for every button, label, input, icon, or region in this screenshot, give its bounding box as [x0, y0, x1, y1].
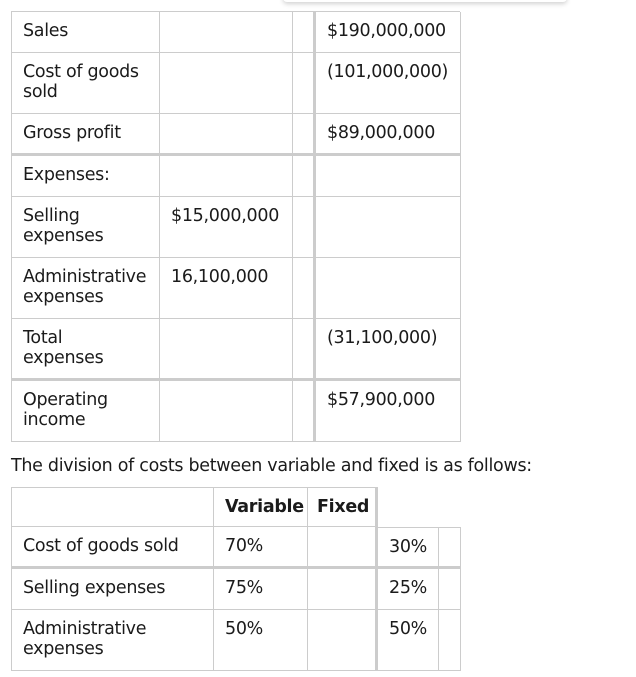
table-row-sales-label: Sales [12, 12, 160, 53]
operating-income-value: $57,900,000 [316, 381, 461, 442]
table-row-admin-label: Administrative expenses [12, 258, 160, 319]
table-row-cogs-label: Cost of goods sold [11, 527, 214, 569]
table-cell [316, 156, 461, 197]
table-row-total-expenses-label: Total expenses [12, 319, 160, 381]
table-cell [293, 156, 316, 197]
gross-profit-value: $89,000,000 [316, 114, 461, 156]
selling-variable: 75% [214, 569, 308, 610]
table-cell [293, 114, 316, 156]
table-row-selling-label: Selling expenses [12, 197, 160, 258]
table-cell [293, 319, 316, 381]
selling-expenses-value: $15,000,000 [160, 197, 293, 258]
table-cell [160, 156, 293, 197]
table-cell [308, 569, 378, 610]
table-row-selling-label: Selling expenses [11, 569, 214, 610]
table-cell [160, 114, 293, 156]
table-cell [439, 610, 461, 671]
table-cell [160, 53, 293, 114]
table-cell [293, 12, 316, 53]
header-blank [11, 487, 214, 527]
table-row-admin-label: Administrative expenses [11, 610, 214, 671]
table-cell [293, 381, 316, 442]
table-cell [293, 197, 316, 258]
total-expenses-value: (31,100,000) [316, 319, 461, 381]
table-cell [293, 53, 316, 114]
table-cell [439, 527, 461, 569]
admin-expenses-value: 16,100,000 [160, 258, 293, 319]
table-cell [160, 319, 293, 381]
table-cell [308, 527, 378, 569]
table-row-gross-profit-label: Gross profit [12, 114, 160, 156]
cogs-fixed: 30% [378, 527, 439, 569]
header-fixed: Fixed [308, 487, 378, 527]
header-variable: Variable [214, 487, 308, 527]
popover-bottom-edge [283, 0, 567, 2]
cogs-value: (101,000,000) [316, 53, 461, 114]
table-row-cogs-label: Cost of goods sold [12, 53, 160, 114]
table-row-expenses-header: Expenses: [12, 156, 160, 197]
cost-division-table: Variable Fixed Cost of goods sold 70% 30… [11, 487, 461, 677]
division-description: The division of costs between variable a… [11, 456, 532, 476]
table-cell [293, 258, 316, 319]
admin-fixed: 50% [378, 610, 439, 671]
cogs-variable: 70% [214, 527, 308, 569]
income-statement-table: Sales $190,000,000 Cost of goods sold (1… [11, 11, 461, 442]
table-cell [308, 610, 378, 671]
selling-fixed: 25% [378, 569, 439, 610]
table-cell [160, 381, 293, 442]
table-cell [316, 258, 461, 319]
table-cell [439, 569, 461, 610]
sales-value: $190,000,000 [316, 12, 461, 53]
table-cell [316, 197, 461, 258]
table-cell [160, 12, 293, 53]
admin-variable: 50% [214, 610, 308, 671]
table-row-operating-income-label: Operating income [12, 381, 160, 442]
